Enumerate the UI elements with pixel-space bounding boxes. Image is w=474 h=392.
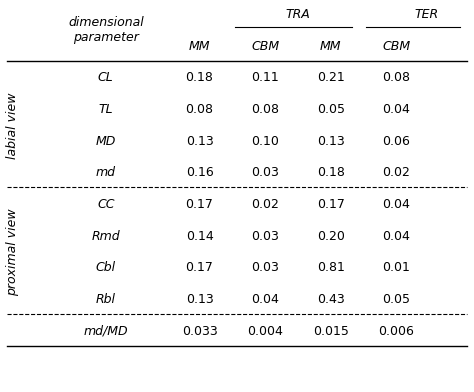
Text: 0.11: 0.11 — [251, 71, 279, 84]
Text: 0.16: 0.16 — [186, 166, 213, 179]
Text: 0.05: 0.05 — [317, 103, 345, 116]
Text: proximal view: proximal view — [6, 208, 18, 296]
Text: CBM: CBM — [382, 40, 410, 53]
Text: MM: MM — [189, 40, 210, 53]
Text: Rmd: Rmd — [91, 230, 120, 243]
Text: labial view: labial view — [6, 92, 18, 158]
Text: 0.03: 0.03 — [251, 261, 279, 274]
Text: 0.06: 0.06 — [383, 134, 410, 148]
Text: 0.08: 0.08 — [251, 103, 279, 116]
Text: 0.08: 0.08 — [185, 103, 213, 116]
Text: 0.006: 0.006 — [378, 325, 414, 338]
Text: 0.18: 0.18 — [317, 166, 345, 179]
Text: Cbl: Cbl — [96, 261, 116, 274]
Text: 0.033: 0.033 — [182, 325, 218, 338]
Text: 0.04: 0.04 — [383, 103, 410, 116]
Text: 0.17: 0.17 — [186, 261, 213, 274]
Text: 0.17: 0.17 — [186, 198, 213, 211]
Text: TL: TL — [99, 103, 113, 116]
Text: 0.05: 0.05 — [382, 293, 410, 306]
Text: 0.10: 0.10 — [251, 134, 279, 148]
Text: 0.015: 0.015 — [313, 325, 348, 338]
Text: 0.03: 0.03 — [251, 166, 279, 179]
Text: 0.02: 0.02 — [383, 166, 410, 179]
Text: 0.04: 0.04 — [251, 293, 279, 306]
Text: 0.17: 0.17 — [317, 198, 345, 211]
Text: MM: MM — [320, 40, 341, 53]
Text: 0.21: 0.21 — [317, 71, 345, 84]
Text: 0.18: 0.18 — [186, 71, 213, 84]
Text: 0.01: 0.01 — [383, 261, 410, 274]
Text: TER: TER — [415, 8, 439, 21]
Text: CL: CL — [98, 71, 114, 84]
Text: 0.13: 0.13 — [186, 134, 213, 148]
Text: 0.13: 0.13 — [317, 134, 345, 148]
Text: 0.004: 0.004 — [247, 325, 283, 338]
Text: md: md — [96, 166, 116, 179]
Text: 0.08: 0.08 — [382, 71, 410, 84]
Text: 0.13: 0.13 — [186, 293, 213, 306]
Text: 0.03: 0.03 — [251, 230, 279, 243]
Text: CC: CC — [97, 198, 115, 211]
Text: Rbl: Rbl — [96, 293, 116, 306]
Text: MD: MD — [96, 134, 116, 148]
Text: 0.02: 0.02 — [251, 198, 279, 211]
Text: 0.43: 0.43 — [317, 293, 345, 306]
Text: CBM: CBM — [251, 40, 279, 53]
Text: md/MD: md/MD — [83, 325, 128, 338]
Text: TRA: TRA — [285, 8, 310, 21]
Text: dimensional
parameter: dimensional parameter — [68, 16, 144, 44]
Text: 0.14: 0.14 — [186, 230, 213, 243]
Text: 0.20: 0.20 — [317, 230, 345, 243]
Text: 0.04: 0.04 — [383, 230, 410, 243]
Text: 0.04: 0.04 — [383, 198, 410, 211]
Text: 0.81: 0.81 — [317, 261, 345, 274]
